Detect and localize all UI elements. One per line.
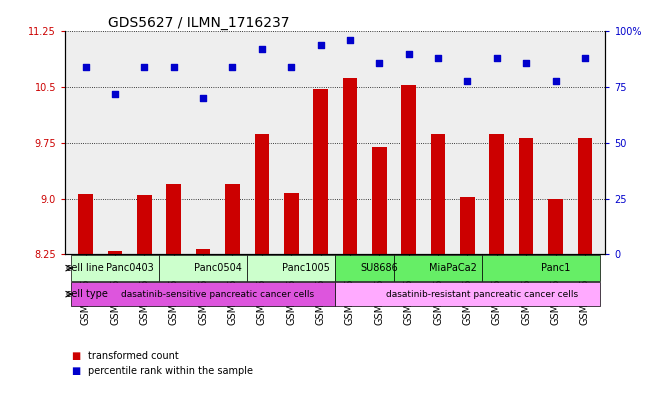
Point bbox=[433, 55, 443, 61]
Text: Panc1005: Panc1005 bbox=[282, 263, 330, 273]
Text: ■: ■ bbox=[72, 351, 81, 361]
Point bbox=[315, 42, 326, 48]
Point bbox=[492, 55, 502, 61]
Text: percentile rank within the sample: percentile rank within the sample bbox=[88, 366, 253, 376]
Point bbox=[550, 77, 561, 84]
Bar bbox=[431, 134, 445, 255]
Text: dasatinib-resistant pancreatic cancer cells: dasatinib-resistant pancreatic cancer ce… bbox=[386, 290, 578, 299]
Bar bbox=[284, 193, 299, 255]
Text: MiaPaCa2: MiaPaCa2 bbox=[429, 263, 477, 273]
Bar bbox=[196, 249, 210, 255]
Text: cell line: cell line bbox=[66, 263, 104, 273]
Text: GDS5627 / ILMN_1716237: GDS5627 / ILMN_1716237 bbox=[108, 17, 290, 30]
Point bbox=[286, 64, 296, 70]
Point bbox=[374, 59, 385, 66]
Point bbox=[110, 91, 120, 97]
Bar bbox=[335, 282, 600, 306]
Text: cell type: cell type bbox=[66, 289, 107, 299]
Bar bbox=[519, 138, 533, 255]
Bar bbox=[313, 90, 328, 255]
Text: Panc0504: Panc0504 bbox=[194, 263, 242, 273]
Bar bbox=[401, 85, 416, 255]
Point bbox=[139, 64, 150, 70]
Bar bbox=[394, 255, 482, 281]
Bar bbox=[372, 147, 387, 255]
Point bbox=[198, 95, 208, 101]
Text: Panc1: Panc1 bbox=[541, 263, 570, 273]
Bar bbox=[71, 255, 159, 281]
Bar bbox=[78, 193, 93, 255]
Bar bbox=[107, 251, 122, 255]
Text: dasatinib-sensitive pancreatic cancer cells: dasatinib-sensitive pancreatic cancer ce… bbox=[121, 290, 314, 299]
Text: ■: ■ bbox=[72, 366, 81, 376]
Bar bbox=[577, 138, 592, 255]
Point bbox=[227, 64, 238, 70]
Text: Panc0403: Panc0403 bbox=[106, 263, 154, 273]
Bar bbox=[71, 282, 335, 306]
Bar bbox=[167, 184, 181, 255]
Bar bbox=[490, 134, 504, 255]
Text: SU8686: SU8686 bbox=[361, 263, 398, 273]
Text: transformed count: transformed count bbox=[88, 351, 178, 361]
Bar bbox=[137, 195, 152, 255]
Bar bbox=[225, 184, 240, 255]
Point bbox=[404, 51, 414, 57]
Bar bbox=[335, 255, 394, 281]
Bar bbox=[482, 255, 600, 281]
Bar bbox=[548, 199, 563, 255]
Point bbox=[521, 59, 531, 66]
Point bbox=[345, 37, 355, 44]
Point bbox=[256, 46, 267, 52]
Bar bbox=[247, 255, 335, 281]
Bar bbox=[255, 134, 270, 255]
Point bbox=[169, 64, 179, 70]
Bar bbox=[159, 255, 247, 281]
Bar bbox=[342, 78, 357, 255]
Point bbox=[462, 77, 473, 84]
Point bbox=[579, 55, 590, 61]
Bar bbox=[460, 196, 475, 255]
Point bbox=[81, 64, 91, 70]
